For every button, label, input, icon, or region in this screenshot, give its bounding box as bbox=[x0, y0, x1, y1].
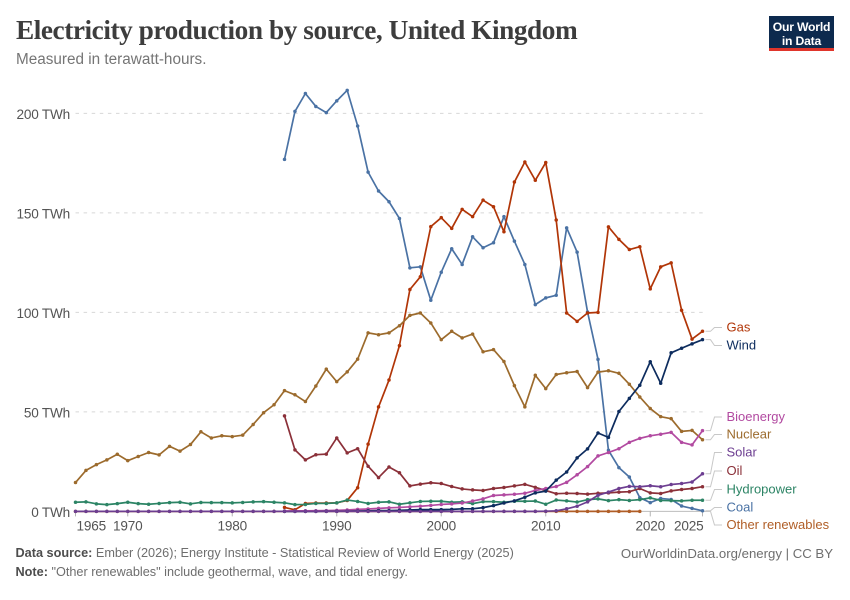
svg-text:Coal: Coal bbox=[727, 500, 754, 515]
svg-text:2010: 2010 bbox=[531, 519, 561, 534]
svg-text:2025: 2025 bbox=[674, 519, 703, 534]
svg-text:Oil: Oil bbox=[727, 463, 743, 478]
svg-text:1990: 1990 bbox=[322, 519, 352, 534]
svg-text:Wind: Wind bbox=[727, 338, 757, 353]
svg-text:1970: 1970 bbox=[113, 519, 143, 534]
svg-text:Bioenergy: Bioenergy bbox=[727, 409, 786, 424]
svg-text:100 TWh: 100 TWh bbox=[16, 306, 70, 321]
svg-text:1965: 1965 bbox=[77, 519, 106, 534]
svg-text:0 TWh: 0 TWh bbox=[31, 505, 70, 520]
svg-text:150 TWh: 150 TWh bbox=[16, 206, 70, 221]
svg-text:1980: 1980 bbox=[218, 519, 248, 534]
svg-text:Other renewables: Other renewables bbox=[727, 517, 830, 532]
svg-text:2000: 2000 bbox=[427, 519, 457, 534]
svg-text:50 TWh: 50 TWh bbox=[24, 405, 70, 420]
svg-text:2020: 2020 bbox=[636, 519, 666, 534]
svg-text:Hydropower: Hydropower bbox=[727, 482, 798, 497]
svg-text:Gas: Gas bbox=[727, 320, 751, 335]
svg-text:200 TWh: 200 TWh bbox=[16, 107, 70, 122]
svg-text:Solar: Solar bbox=[727, 445, 758, 460]
svg-text:Nuclear: Nuclear bbox=[727, 427, 772, 442]
